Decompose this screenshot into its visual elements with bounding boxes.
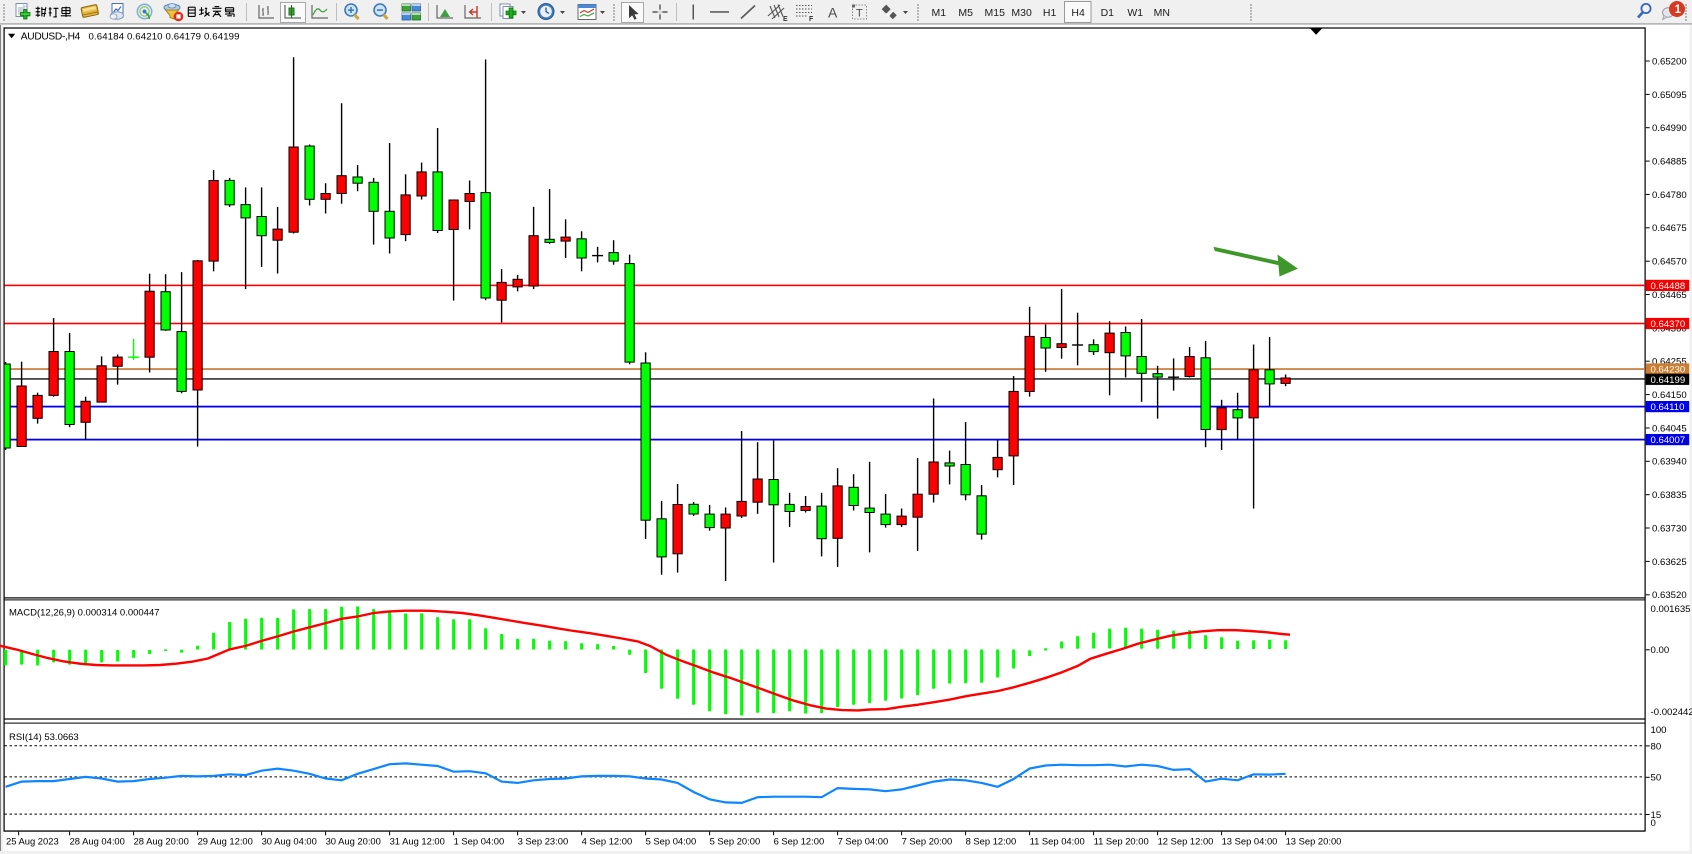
svg-text:0: 0 (1651, 818, 1656, 829)
svg-text:0.64370: 0.64370 (1651, 319, 1686, 330)
svg-text:1: 1 (1675, 4, 1682, 16)
svg-text:D1: D1 (1101, 7, 1115, 19)
svg-text:0.00: 0.00 (1651, 645, 1670, 656)
svg-text:0.64230: 0.64230 (1651, 365, 1686, 376)
svg-text:T: T (856, 8, 863, 20)
svg-text:MN: MN (1154, 7, 1170, 19)
svg-text:M30: M30 (1011, 7, 1032, 19)
svg-text:0.63520: 0.63520 (1652, 590, 1687, 601)
svg-text:13 Sep 20:00: 13 Sep 20:00 (1286, 836, 1342, 847)
svg-text:0.64990: 0.64990 (1652, 123, 1687, 134)
svg-text:25 Aug 2023: 25 Aug 2023 (6, 836, 59, 847)
svg-text:0.64780: 0.64780 (1652, 190, 1687, 201)
svg-text:29 Aug 12:00: 29 Aug 12:00 (198, 836, 253, 847)
svg-text:0.65200: 0.65200 (1652, 56, 1687, 67)
svg-text:0.64045: 0.64045 (1652, 423, 1687, 434)
svg-text:0.64199: 0.64199 (1651, 375, 1686, 386)
svg-text:M15: M15 (985, 7, 1006, 19)
svg-text:AUDUSD-,H4: AUDUSD-,H4 (21, 31, 81, 42)
svg-text:30 Aug 04:00: 30 Aug 04:00 (262, 836, 317, 847)
svg-text:0.64675: 0.64675 (1652, 223, 1687, 234)
svg-text:0.64465: 0.64465 (1652, 290, 1687, 301)
svg-text:13 Sep 04:00: 13 Sep 04:00 (1222, 836, 1278, 847)
svg-text:50: 50 (1651, 773, 1662, 784)
svg-text:0.63835: 0.63835 (1652, 490, 1687, 501)
svg-text:0.64007: 0.64007 (1651, 435, 1686, 446)
svg-text:0.64570: 0.64570 (1652, 257, 1687, 268)
svg-text:0.64488: 0.64488 (1651, 281, 1686, 292)
svg-text:H4: H4 (1071, 7, 1085, 19)
svg-text:F: F (809, 16, 814, 23)
svg-text:28 Aug 04:00: 28 Aug 04:00 (70, 836, 125, 847)
svg-text:7 Sep 20:00: 7 Sep 20:00 (902, 836, 953, 847)
svg-text:0.64885: 0.64885 (1652, 157, 1687, 168)
svg-text:0.65095: 0.65095 (1652, 90, 1687, 101)
svg-text:4 Sep 12:00: 4 Sep 12:00 (582, 836, 633, 847)
svg-text:31 Aug 12:00: 31 Aug 12:00 (390, 836, 445, 847)
svg-text:W1: W1 (1127, 7, 1143, 19)
svg-text:6 Sep 12:00: 6 Sep 12:00 (774, 836, 825, 847)
svg-text:5 Sep 04:00: 5 Sep 04:00 (646, 836, 697, 847)
svg-text:0.64255: 0.64255 (1652, 357, 1687, 368)
svg-text:0.63730: 0.63730 (1652, 523, 1687, 534)
svg-text:0.63625: 0.63625 (1652, 557, 1687, 568)
svg-text:M5: M5 (958, 7, 973, 19)
svg-text:H1: H1 (1043, 7, 1057, 19)
svg-text:28 Aug 20:00: 28 Aug 20:00 (134, 836, 189, 847)
svg-text:8 Sep 12:00: 8 Sep 12:00 (966, 836, 1017, 847)
svg-text:RSI(14) 53.0663: RSI(14) 53.0663 (9, 732, 79, 743)
svg-text:30 Aug 20:00: 30 Aug 20:00 (326, 836, 381, 847)
svg-text:0.001635: 0.001635 (1651, 604, 1691, 615)
svg-text:E: E (783, 16, 788, 23)
svg-text:A: A (828, 5, 838, 21)
svg-text:7 Sep 04:00: 7 Sep 04:00 (838, 836, 889, 847)
svg-text:0.64110: 0.64110 (1651, 402, 1685, 413)
svg-text:0.64184 0.64210 0.64179 0.6419: 0.64184 0.64210 0.64179 0.64199 (89, 31, 240, 42)
svg-text:-0.002442: -0.002442 (1651, 707, 1692, 718)
svg-text:100: 100 (1651, 725, 1667, 736)
svg-text:0.64150: 0.64150 (1652, 390, 1687, 401)
svg-text:3 Sep 23:00: 3 Sep 23:00 (518, 836, 569, 847)
svg-text:80: 80 (1651, 741, 1662, 752)
svg-text:5 Sep 20:00: 5 Sep 20:00 (710, 836, 761, 847)
svg-text:MACD(12,26,9) 0.000314 0.00044: MACD(12,26,9) 0.000314 0.000447 (9, 608, 160, 619)
svg-text:1 Sep 04:00: 1 Sep 04:00 (454, 836, 505, 847)
svg-text:12 Sep 12:00: 12 Sep 12:00 (1158, 836, 1214, 847)
svg-text:M1: M1 (932, 7, 947, 19)
svg-text:0.63940: 0.63940 (1652, 457, 1687, 468)
svg-text:15: 15 (1651, 810, 1662, 821)
svg-text:11 Sep 20:00: 11 Sep 20:00 (1094, 836, 1149, 847)
svg-text:11 Sep 04:00: 11 Sep 04:00 (1030, 836, 1085, 847)
